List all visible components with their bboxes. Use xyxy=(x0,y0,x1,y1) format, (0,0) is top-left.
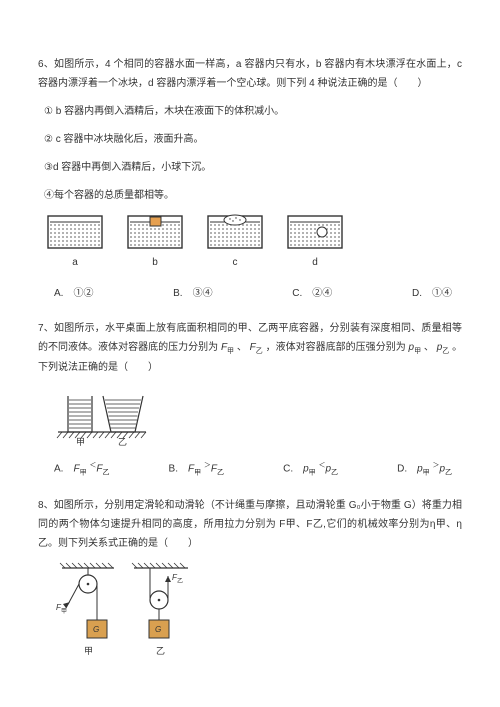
q6-label-d: d xyxy=(312,253,318,272)
q6-figures: a b xyxy=(46,214,462,272)
q8-stem: 8、如图所示，分别用定滑轮和动滑轮（不计绳重与摩擦，且动滑轮重 G₀小于物重 G… xyxy=(38,496,462,553)
q6-label-c: c xyxy=(233,253,238,272)
question-8: 8、如图所示，分别用定滑轮和动滑轮（不计绳重与摩擦，且动滑轮重 G₀小于物重 G… xyxy=(38,496,462,669)
q6-stem: 6、如图所示，4 个相同的容器水面一样高，a 容器内只有水，b 容器内有木块漂浮… xyxy=(38,55,462,93)
svg-text:甲: 甲 xyxy=(84,646,93,656)
q7-opt-d: D. p甲 ＞p乙 xyxy=(397,459,452,480)
container-c-icon xyxy=(206,214,264,250)
q6-label-a: a xyxy=(72,253,78,272)
q7-opt-a: A. F甲 ＜F乙 xyxy=(54,459,109,480)
container-b-icon xyxy=(126,214,184,250)
q7-fig-label-a: 甲 xyxy=(76,437,85,446)
svg-text:乙: 乙 xyxy=(156,646,165,656)
q6-s2: ② c 容器中冰块融化后，液面升高。 xyxy=(38,130,462,149)
two-containers-icon: 甲 乙 xyxy=(56,386,148,446)
container-d-icon xyxy=(286,214,344,250)
q6-fig-c: c xyxy=(206,214,264,272)
q6-s1: ① b 容器内再倒入酒精后，木块在液面下的体积减小。 xyxy=(38,102,462,121)
q7-stem: 7、如图所示，水平桌面上放有底面积相同的甲、乙两平底容器，分别装有深度相同、质量… xyxy=(38,319,462,377)
q7-options: A. F甲 ＜F乙 B. F甲 ＞F乙 C. p甲 ＜p乙 D. p甲 ＞p乙 xyxy=(38,459,462,480)
q6-opt-d: D. ①④ xyxy=(412,284,452,303)
q8-figure: F甲 G 甲 F乙 G 乙 xyxy=(56,562,462,669)
svg-text:G: G xyxy=(93,625,99,634)
container-a-icon xyxy=(46,214,104,250)
q6-fig-d: d xyxy=(286,214,344,272)
q6-opt-b: B. ③④ xyxy=(173,284,212,303)
svg-text:G: G xyxy=(155,625,161,634)
q7-opt-b: B. F甲 ＞F乙 xyxy=(169,459,224,480)
q7-figure: 甲 乙 xyxy=(56,386,462,453)
q6-s4: ④每个容器的总质量都相等。 xyxy=(38,186,462,205)
q7-fig-label-b: 乙 xyxy=(118,437,127,446)
q6-fig-b: b xyxy=(126,214,184,272)
svg-text:甲: 甲 xyxy=(61,608,67,615)
q6-opt-a: A. ①② xyxy=(54,284,93,303)
question-7: 7、如图所示，水平桌面上放有底面积相同的甲、乙两平底容器，分别装有深度相同、质量… xyxy=(38,319,462,480)
question-6: 6、如图所示，4 个相同的容器水面一样高，a 容器内只有水，b 容器内有木块漂浮… xyxy=(38,55,462,303)
q6-fig-a: a xyxy=(46,214,104,272)
pulleys-icon: F甲 G 甲 F乙 G 乙 xyxy=(56,562,196,662)
q6-s3: ③d 容器中再倒入酒精后，小球下沉。 xyxy=(38,158,462,177)
q6-label-b: b xyxy=(152,253,158,272)
q6-options: A. ①② B. ③④ C. ②④ D. ①④ xyxy=(38,284,462,303)
q6-opt-c: C. ②④ xyxy=(292,284,332,303)
svg-text:乙: 乙 xyxy=(177,578,183,585)
q7-opt-c: C. p甲 ＜p乙 xyxy=(283,459,338,480)
